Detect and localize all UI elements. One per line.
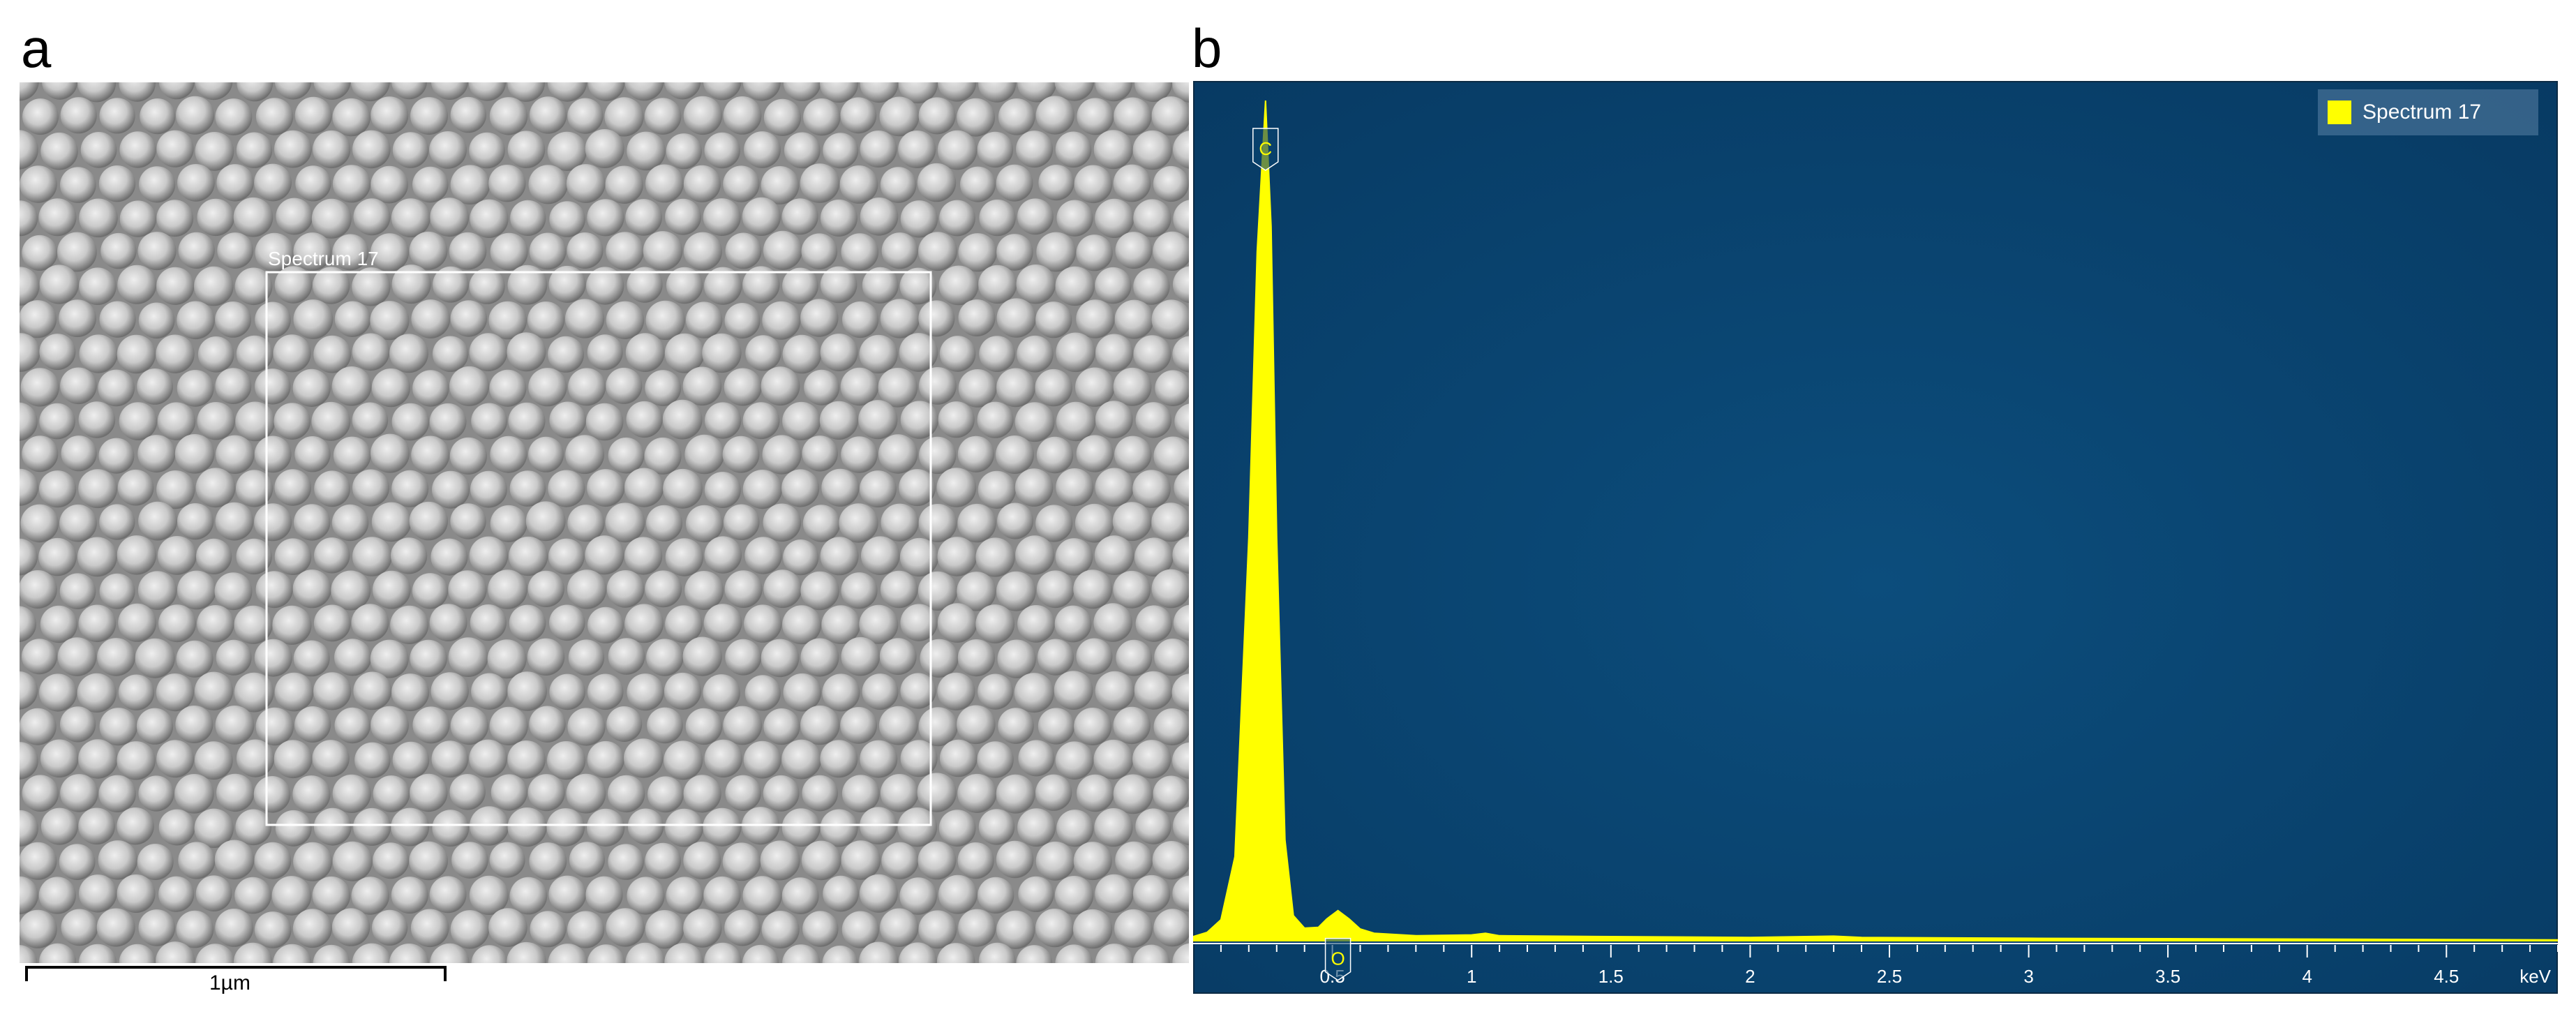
x-tick-label: 4.5 [2434, 966, 2459, 987]
legend-label-spectrum-17: Spectrum 17 [2362, 100, 2482, 124]
x-tick-label: 2.5 [1877, 966, 1902, 987]
x-tick-label: 2 [1745, 966, 1755, 987]
scale-bar-label: 1µm [209, 971, 250, 994]
svg-text:C: C [1259, 138, 1272, 159]
panel-a-letter: a [21, 17, 52, 79]
spectrum-region-label: Spectrum 17 [268, 248, 379, 269]
x-axis-label: keV [2519, 966, 2551, 987]
spectrum-region-box [265, 271, 932, 826]
scale-bar [25, 966, 447, 987]
x-tick-label: 4 [2302, 966, 2312, 987]
sem-micrograph: Spectrum 17 [20, 82, 1189, 963]
peak-label-o: O [1324, 937, 1351, 981]
x-tick-label: 3 [2023, 966, 2033, 987]
svg-text:O: O [1331, 948, 1345, 969]
legend-swatch-spectrum-17 [2328, 100, 2351, 124]
spectrum-17-area [1193, 100, 2558, 941]
x-tick-label: 1.5 [1598, 966, 1624, 987]
peak-label-c: C [1252, 128, 1279, 171]
x-tick-label: 1 [1467, 966, 1476, 987]
x-tick-label: 3.5 [2155, 966, 2180, 987]
panel-b-letter: b [1192, 17, 1222, 79]
chart-legend: Spectrum 17 [2318, 89, 2538, 135]
